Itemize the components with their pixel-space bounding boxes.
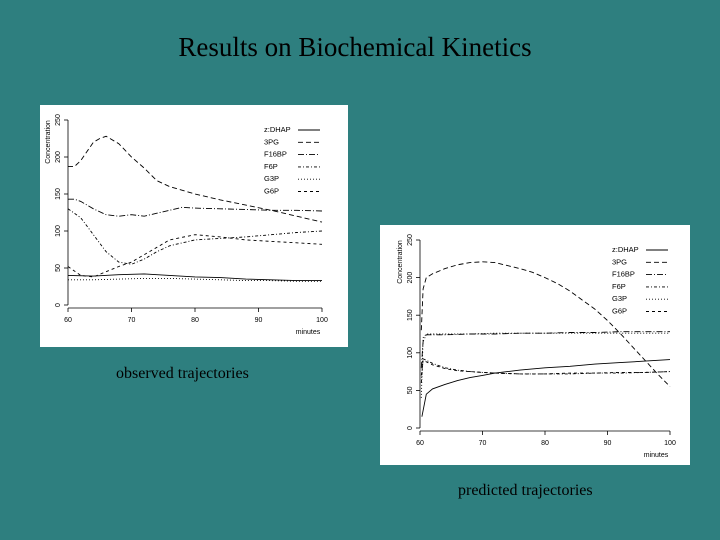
y-tick-label: 250 [55,114,62,126]
y-tick-label: 100 [55,225,62,237]
series-line-z-dhap [67,273,322,282]
series-line-g3p [420,332,670,398]
y-tick-label: 250 [407,234,414,246]
y-tick-label: 100 [407,347,414,359]
series-line-3pg [68,135,323,223]
legend-label: 3PG [264,137,279,146]
legend-label: F16BP [264,150,287,159]
legend-label: G6P [612,307,627,316]
legend-label: F16BP [612,270,635,279]
observed-caption: observed trajectories [116,365,249,382]
y-tick-label: 150 [407,309,414,321]
y-tick-label: 50 [407,386,414,394]
series-line-z-dhap [421,359,671,417]
x-axis-label: minutes [296,329,321,336]
predicted-caption: predicted trajectories [458,482,593,499]
series-line-g6p [67,234,323,278]
series-line-f6p [67,208,323,265]
x-tick-label: 60 [416,440,424,447]
x-tick-label: 60 [64,317,72,324]
x-tick-label: 100 [316,317,328,324]
x-axis-label: minutes [644,452,669,459]
x-tick-label: 90 [604,440,612,447]
observed-trajectories-chart: 0 50 100 150 200 250 60 70 80 90 100 Concentration m… [45,114,328,336]
legend-label: z:DHAP [612,245,639,254]
slide-title: Results on Biochemical Kinetics [178,32,532,62]
y-axis-label: Concentration [45,120,52,164]
series-line-f16bp [68,198,323,217]
legend-label: G6P [264,187,279,196]
x-tick-label: 80 [541,440,549,447]
x-tick-label: 90 [255,317,263,324]
x-tick-label: 70 [479,440,487,447]
legend-label: z:DHAP [264,125,291,134]
legend-label: F6P [264,162,278,171]
series-line-f6p [420,358,671,383]
y-tick-label: 150 [55,188,62,200]
series-line-3pg [420,261,671,387]
legend-label: G3P [612,294,627,303]
y-tick-label: 200 [407,272,414,284]
y-axis-label: Concentration [397,240,404,284]
y-tick-label: 200 [55,151,62,163]
x-tick-label: 70 [128,317,136,324]
series-line-f16bp [420,331,670,368]
y-tick-label: 50 [55,264,62,272]
legend-label: G3P [264,174,279,183]
legend-label: F6P [612,282,626,291]
x-tick-label: 80 [191,317,199,324]
series-line-g3p [68,277,322,282]
legend-label: 3PG [612,257,627,266]
y-tick-label: 0 [407,426,414,430]
x-tick-label: 100 [664,440,676,447]
y-tick-label: 0 [55,303,62,307]
predicted-chart-panel: 0 50 100 150 200 250 60 70 80 90 100 Concentration m… [380,225,690,465]
predicted-trajectories-chart: 0 50 100 150 200 250 60 70 80 90 100 Concentration m… [397,234,676,459]
observed-chart-panel: 0 50 100 150 200 250 60 70 80 90 100 Concentration m… [40,105,348,347]
